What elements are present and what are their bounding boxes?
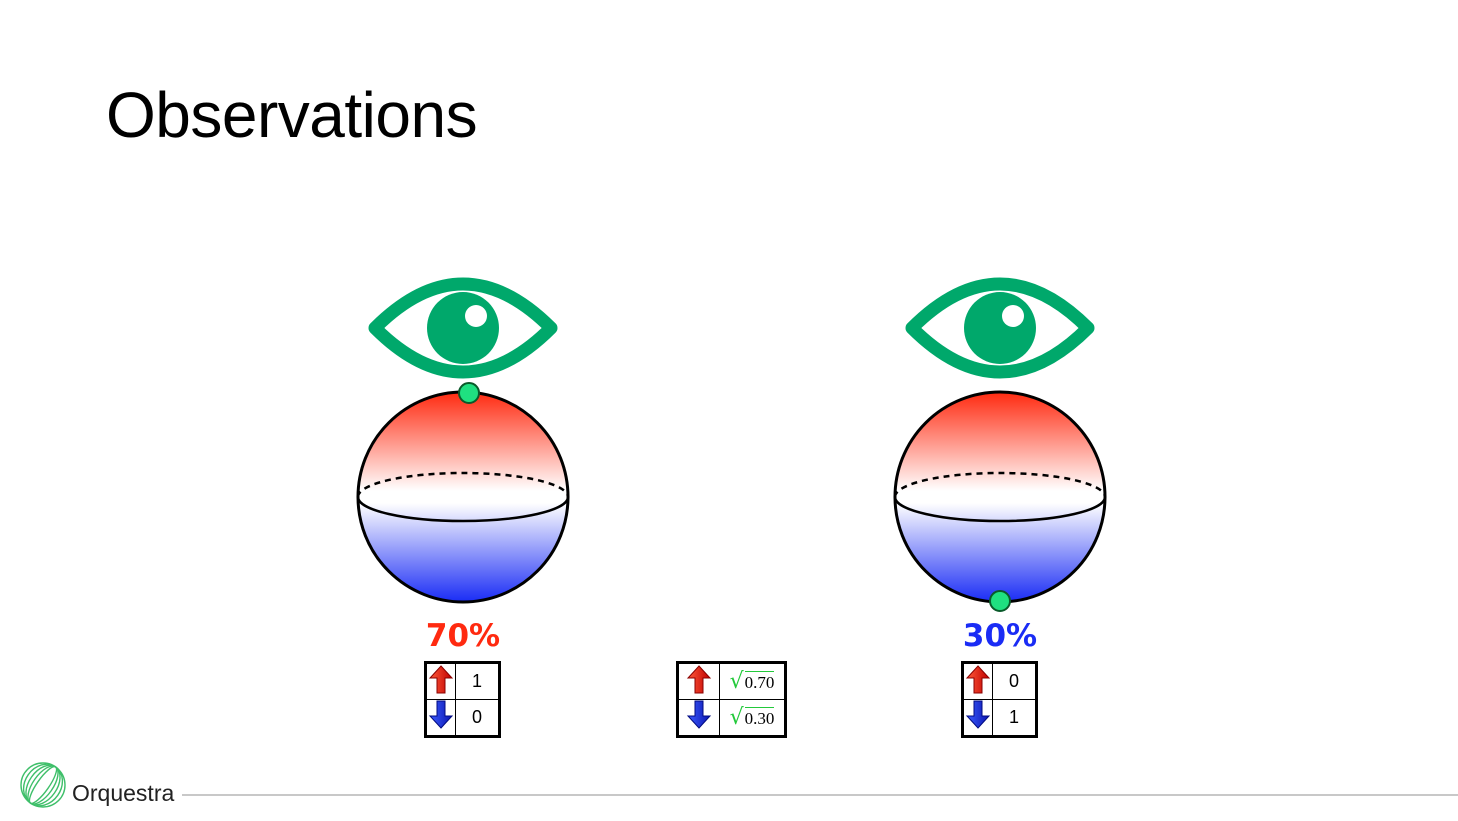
left-probability-label: 70% bbox=[393, 618, 533, 654]
right-probability-label: 30% bbox=[930, 618, 1070, 654]
right-state-table: 0 1 bbox=[961, 661, 1038, 738]
radicand: 0.30 bbox=[745, 707, 775, 728]
up-arrow-icon bbox=[426, 663, 456, 700]
right-state-dot bbox=[990, 591, 1010, 611]
table-cell: √0.30 bbox=[720, 700, 786, 737]
up-arrow-icon bbox=[963, 663, 993, 700]
table-cell: 1 bbox=[993, 700, 1037, 737]
left-state-table: 1 0 bbox=[424, 661, 501, 738]
footer-divider bbox=[182, 794, 1458, 796]
table-row: √0.30 bbox=[678, 700, 786, 737]
table-row: √0.70 bbox=[678, 663, 786, 700]
right-bloch-sphere bbox=[895, 392, 1105, 602]
table-row: 0 bbox=[426, 700, 500, 737]
left-eye-icon bbox=[375, 284, 551, 372]
radicand: 0.70 bbox=[745, 671, 775, 692]
up-arrow-icon bbox=[678, 663, 720, 700]
table-cell: 0 bbox=[456, 700, 500, 737]
table-row: 1 bbox=[426, 663, 500, 700]
diagram-canvas bbox=[0, 0, 1458, 760]
left-bloch-sphere bbox=[358, 392, 568, 602]
table-cell: 0 bbox=[993, 663, 1037, 700]
orquestra-logo-icon bbox=[18, 760, 68, 810]
brand-name: Orquestra bbox=[72, 780, 174, 807]
table-row: 1 bbox=[963, 700, 1037, 737]
down-arrow-icon bbox=[963, 700, 993, 737]
down-arrow-icon bbox=[426, 700, 456, 737]
sqrt-icon: √ bbox=[730, 669, 744, 694]
down-arrow-icon bbox=[678, 700, 720, 737]
superposition-state-table: √0.70 √0.30 bbox=[676, 661, 787, 738]
right-eye-icon bbox=[912, 284, 1088, 372]
left-state-dot bbox=[459, 383, 479, 403]
table-cell: 1 bbox=[456, 663, 500, 700]
table-row: 0 bbox=[963, 663, 1037, 700]
table-cell: √0.70 bbox=[720, 663, 786, 700]
sqrt-icon: √ bbox=[730, 705, 744, 730]
